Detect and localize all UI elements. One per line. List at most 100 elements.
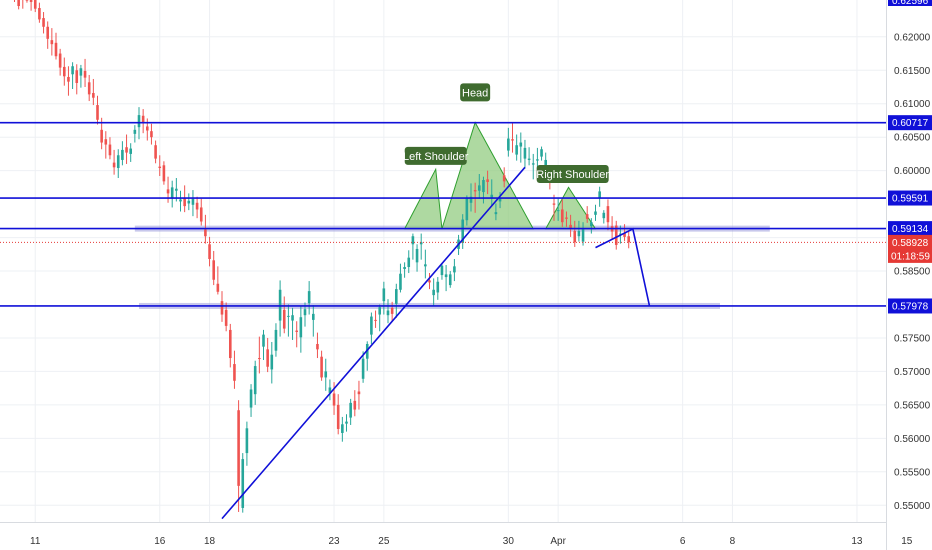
label-text: Head	[462, 87, 488, 99]
candle-body	[204, 229, 207, 237]
candle-body	[307, 291, 311, 304]
time-tick-label: 25	[378, 536, 390, 547]
candle-body	[29, 0, 33, 3]
candle-body	[552, 203, 556, 205]
candle-body	[125, 147, 128, 153]
candle-body	[25, 0, 29, 1]
label-text: Left Shoulder	[403, 151, 469, 163]
candle-body	[606, 206, 610, 223]
time-axis-background	[0, 522, 886, 550]
candle-body	[303, 309, 307, 316]
candle-body	[390, 307, 394, 314]
candle-body	[191, 198, 195, 205]
candle-body	[341, 424, 344, 433]
candle-body	[316, 343, 319, 350]
price-tick-label: 0.56000	[894, 434, 931, 445]
candle-body	[233, 364, 236, 381]
price-level-lines[interactable]	[0, 121, 886, 307]
candle-body	[137, 115, 141, 128]
candle-body	[241, 459, 245, 508]
time-tick-label: 8	[730, 536, 736, 547]
candle-body	[598, 191, 601, 199]
candle-body	[270, 354, 274, 370]
candle-body	[523, 147, 527, 159]
candle-body	[229, 329, 232, 359]
time-tick-label: 6	[680, 536, 686, 547]
candle-body	[100, 129, 103, 143]
candle-body	[71, 66, 74, 75]
candle-body	[187, 200, 191, 204]
price-tick-label: 0.57500	[894, 333, 931, 344]
candle-body	[498, 198, 502, 202]
candle-body	[357, 391, 361, 395]
candle-body	[108, 144, 112, 156]
candle-body	[378, 307, 381, 315]
price-tick-label: 0.60500	[894, 133, 931, 144]
candle-body	[146, 126, 149, 131]
candle-body	[175, 188, 178, 191]
candle-body	[133, 129, 137, 134]
candle-body	[623, 232, 626, 237]
candle-body	[104, 139, 108, 145]
trend-drawings[interactable]	[221, 166, 651, 520]
candle-body	[614, 225, 618, 245]
candle-body	[199, 207, 203, 222]
candle-body	[415, 248, 419, 263]
time-tick-label: 16	[154, 536, 166, 547]
candle-body	[424, 264, 427, 267]
level-tag-text: 0.60717	[892, 118, 929, 129]
candle-body	[17, 0, 20, 7]
candle-body	[33, 0, 37, 9]
candle-body	[403, 267, 406, 270]
candle-body	[162, 165, 166, 182]
price-tick-label: 0.61000	[894, 99, 931, 110]
candle-body	[494, 212, 498, 215]
level-price-tag: 0.59591	[888, 190, 932, 206]
candle-body	[324, 371, 328, 378]
price-axis[interactable]: 0.55000 0.55500 0.56000 0.56500 0.57000 0.575…	[886, 0, 932, 550]
candle-body	[262, 334, 265, 347]
candle-body	[527, 158, 531, 160]
candle-body	[328, 387, 332, 393]
candle-body	[150, 131, 153, 138]
level-tag-text: 0.57978	[892, 301, 929, 312]
right-shoulder-label: Right Shoulder	[536, 165, 609, 183]
left-shoulder-shape	[403, 167, 443, 230]
candle-body	[183, 198, 186, 207]
candle-body	[54, 42, 58, 57]
candle-body	[386, 310, 390, 316]
candle-body	[361, 358, 365, 379]
candle-body	[237, 410, 240, 486]
candle-body	[544, 159, 547, 166]
candle-body	[129, 148, 132, 154]
projection-path	[595, 227, 651, 307]
candle-body	[370, 316, 373, 335]
time-axis[interactable]: 11 16 18 23 25 30 Apr 6 8 13 15	[0, 522, 913, 550]
candle-body	[258, 358, 261, 360]
candle-body	[590, 222, 593, 227]
candle-body	[67, 76, 70, 82]
candle-body	[116, 155, 120, 168]
candle-body	[569, 224, 572, 229]
candle-body	[274, 329, 278, 351]
candle-body	[79, 68, 83, 76]
candle-body	[278, 289, 282, 321]
candle-body	[83, 70, 87, 78]
current-price-tag: 0.58928 01:18:59	[888, 234, 932, 263]
candle-body	[478, 185, 481, 191]
candle-body	[46, 26, 49, 39]
candle-body	[158, 166, 162, 168]
candle-body	[444, 274, 448, 278]
grid-lines	[0, 0, 908, 522]
price-tick-label: 0.61500	[894, 66, 931, 77]
level-price-tag: 0.59134	[888, 221, 932, 237]
candle-body	[353, 400, 357, 410]
candle-body	[565, 217, 568, 219]
candle-body	[399, 273, 402, 290]
candle-body	[38, 8, 41, 20]
candle-body	[395, 289, 398, 304]
candle-body	[291, 315, 294, 321]
candle-body	[58, 53, 62, 68]
candle-body	[436, 281, 440, 293]
